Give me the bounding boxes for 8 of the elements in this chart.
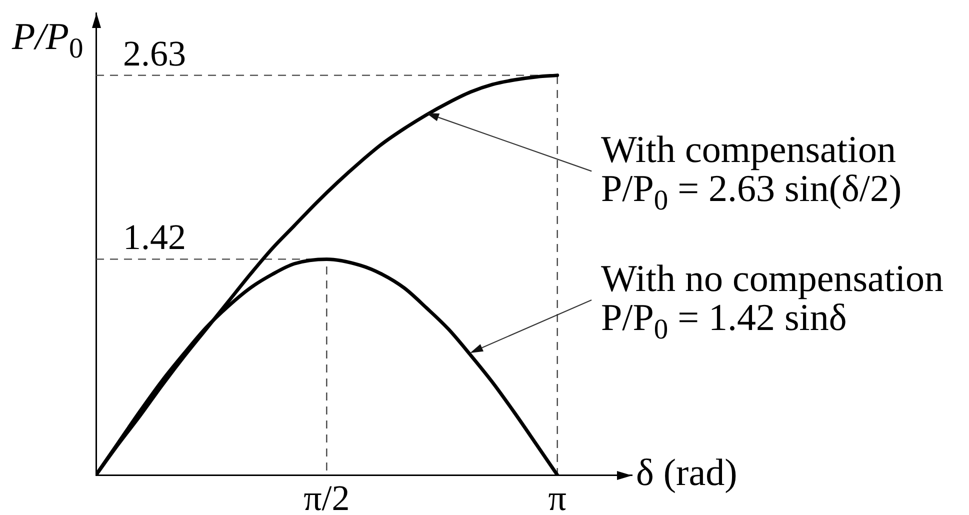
data-label: 2.63 — [123, 33, 186, 74]
x-axis-title: δ (rad) — [636, 452, 738, 494]
x-tick-label: π — [548, 478, 566, 515]
x-tick-label: π/2 — [304, 478, 350, 515]
annotation: With compensation P/P$_{0}$ = 2.63 sin(δ/2) — [601, 129, 902, 217]
annotation: With no compensation P/P$_{0}$ = 1.42 sinδ — [601, 258, 944, 346]
data-label: 1.42 — [123, 217, 186, 258]
y-axis-title: P/P$_{0}$ — [12, 16, 84, 65]
